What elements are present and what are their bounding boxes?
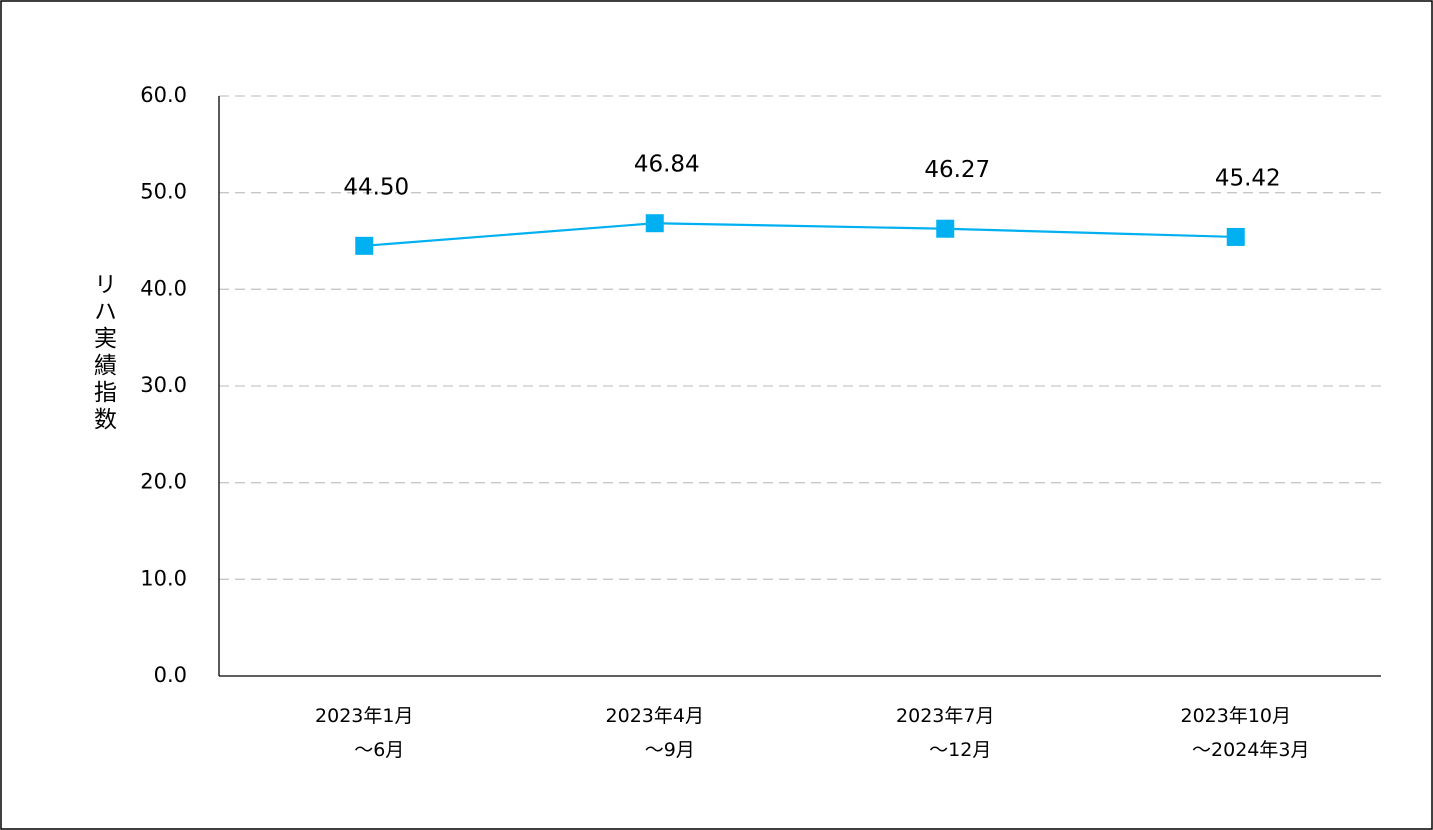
data-label: 46.27 — [924, 157, 990, 183]
y-tick-label: 10.0 — [140, 566, 187, 590]
data-label: 45.42 — [1215, 165, 1281, 191]
y-tick-label: 30.0 — [140, 373, 187, 397]
x-tick-label: 2023年10月～2024年3月 — [1180, 705, 1309, 761]
line — [364, 222, 1236, 247]
y-tick-label: 20.0 — [140, 470, 187, 494]
y-tick-label: 50.0 — [140, 180, 187, 204]
marker — [1226, 227, 1245, 246]
y-tick-label: 0.0 — [154, 663, 187, 687]
data-label: 46.84 — [634, 152, 700, 178]
x-tick-label: 2023年7月～12月 — [896, 705, 994, 761]
y-tick-label: 60.0 — [140, 83, 187, 107]
x-tick-label: 2023年1月～6月 — [315, 705, 413, 761]
marker — [355, 236, 374, 255]
marker — [936, 219, 955, 238]
data-label: 44.50 — [343, 174, 409, 200]
y-tick-label: 40.0 — [140, 276, 187, 300]
y-axis-label: リハ実績指数 — [90, 272, 118, 434]
x-tick-label: 2023年4月～9月 — [606, 705, 704, 761]
marker — [645, 214, 664, 233]
